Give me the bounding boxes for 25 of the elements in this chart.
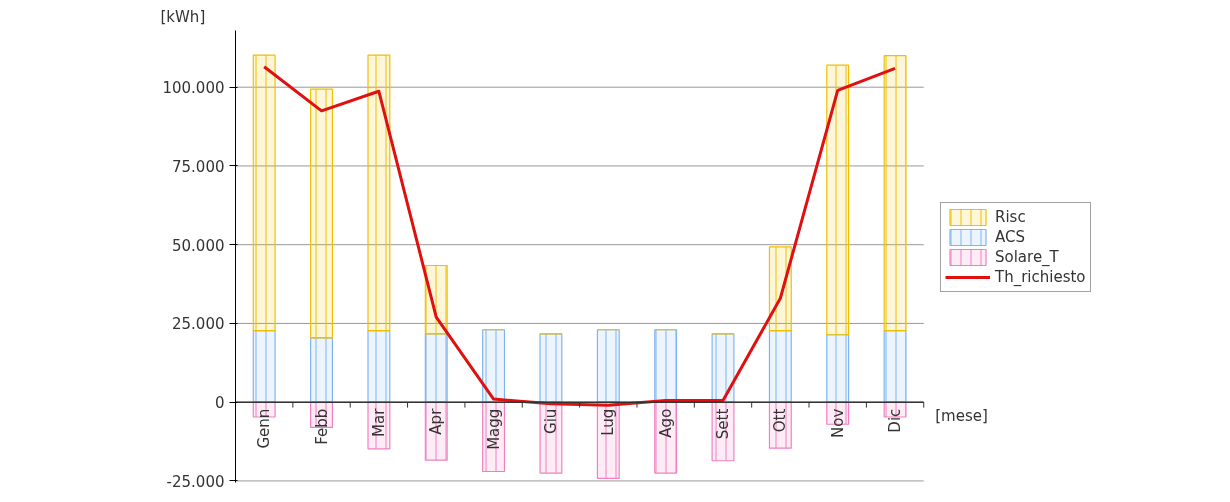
- line-series: [262, 65, 897, 407]
- x-tick-label: Magg: [484, 408, 503, 450]
- y-tick-label: 25.000: [172, 315, 225, 334]
- x-tick-label: Mar: [369, 407, 388, 437]
- x-tick-label: Genn: [255, 408, 274, 449]
- x-tick-label: Nov: [828, 408, 847, 438]
- x-tick-label: Ott: [771, 408, 790, 433]
- y-tick-label: 75.000: [172, 157, 225, 176]
- legend-label: Solare_T: [995, 248, 1059, 266]
- x-tick-label: Ago: [656, 408, 675, 438]
- x-tick-label: Sett: [714, 408, 732, 440]
- y-tick-label: 0: [214, 394, 225, 413]
- x-tick-label: Giu: [541, 408, 560, 434]
- y-tick-label: 50.000: [172, 236, 225, 255]
- legend-label: Risc: [995, 208, 1026, 226]
- y-tick-label: 100.000: [162, 79, 225, 98]
- legend-label: ACS: [995, 228, 1025, 246]
- x-tick-label: Febb: [312, 408, 331, 445]
- x-tick-label: Apr: [427, 407, 446, 435]
- y-tick-label: -25.000: [166, 472, 225, 491]
- x-axis-title: [mese]: [935, 406, 988, 425]
- x-tick-label: Dic: [886, 408, 905, 433]
- x-tick-label: Lug: [599, 408, 618, 436]
- legend-label: Th_richiesto: [995, 268, 1086, 286]
- y-axis-title: [kWh]: [160, 7, 206, 26]
